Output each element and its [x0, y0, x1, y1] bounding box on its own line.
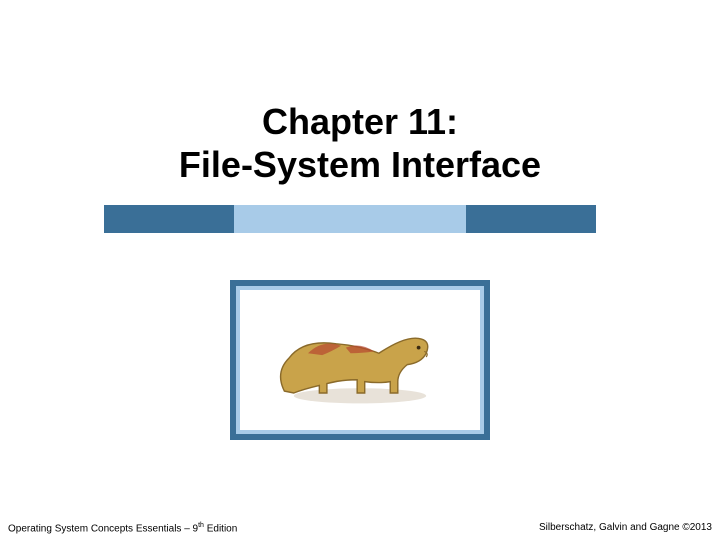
- frame-inner: [236, 286, 484, 434]
- slide-title: Chapter 11: File-System Interface: [0, 100, 720, 186]
- band-segment-dark-right: [466, 205, 596, 233]
- slide: Chapter 11: File-System Interface Operat…: [0, 0, 720, 540]
- band-segment-dark-left: [104, 205, 234, 233]
- band-segment-light: [234, 205, 466, 233]
- footer-right: Silberschatz, Galvin and Gagne ©2013: [539, 522, 712, 534]
- dinosaur-icon: [256, 306, 464, 419]
- title-line-1: Chapter 11:: [0, 100, 720, 143]
- footer-left-suffix: Edition: [204, 523, 237, 534]
- title-line-2: File-System Interface: [0, 143, 720, 186]
- footer: Operating System Concepts Essentials – 9…: [0, 522, 720, 534]
- accent-band: [104, 205, 596, 233]
- footer-left-prefix: Operating System Concepts Essentials – 9: [8, 523, 198, 534]
- footer-left: Operating System Concepts Essentials – 9…: [8, 522, 237, 534]
- image-frame: [230, 280, 490, 440]
